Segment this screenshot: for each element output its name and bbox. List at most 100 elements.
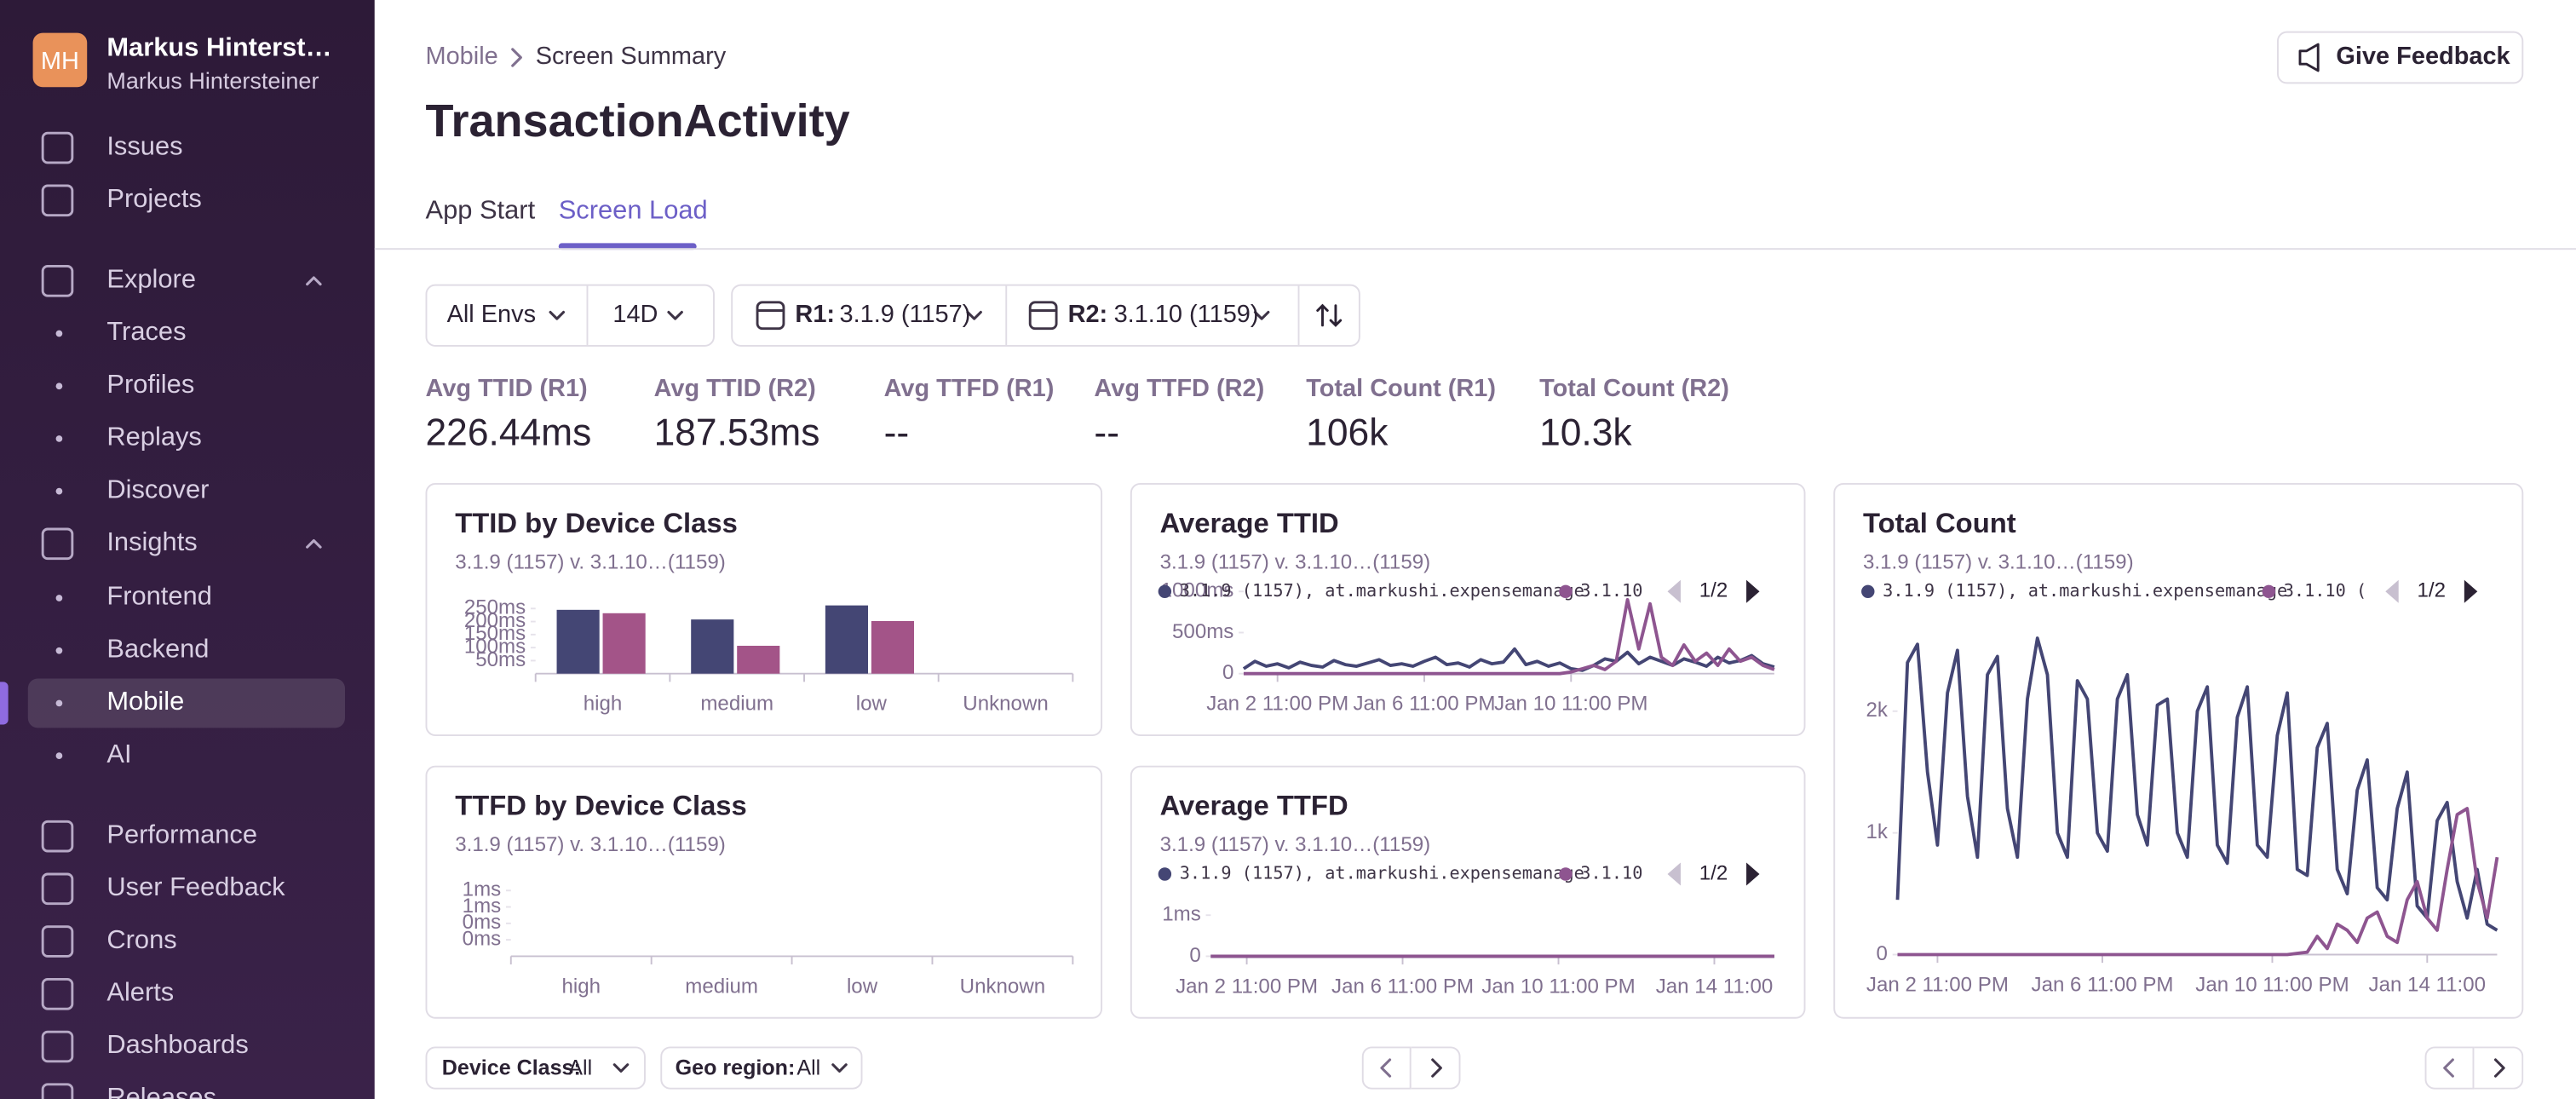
filter-group-env [425, 284, 715, 347]
device-class-filter[interactable] [425, 1046, 646, 1090]
tab[interactable]: Screen Load [558, 197, 708, 226]
r2-label[interactable]: R2: [1067, 300, 1108, 329]
bar [737, 646, 780, 674]
nav-item[interactable]: Insights [106, 528, 198, 557]
y-tick-label: 500ms [1172, 620, 1233, 643]
nav-item[interactable]: Releases [106, 1084, 216, 1099]
chevron [2493, 1058, 2505, 1078]
x-tick-label: Jan 14 11:00 [2369, 974, 2487, 997]
pager-label: 1/2 [2418, 579, 2447, 602]
period-select[interactable]: 14D [612, 300, 658, 329]
breadcrumb-link[interactable]: Mobile [425, 43, 498, 71]
x-tick-label: high [561, 975, 601, 998]
feedback-button[interactable] [2276, 31, 2524, 84]
chevron [1431, 1058, 1442, 1078]
metric-label: Total Count (R2) [1539, 374, 1729, 403]
pager-prev-button[interactable] [1361, 1046, 1412, 1090]
metric-value: 226.44ms [425, 411, 592, 454]
nav-item[interactable]: Performance [106, 821, 258, 850]
chevron [1253, 310, 1270, 320]
nav-item[interactable]: Profiles [106, 371, 195, 400]
env-select[interactable]: All Envs [446, 300, 537, 329]
nav-dot [55, 595, 63, 601]
nav-item[interactable]: Crons [106, 926, 177, 955]
legend-marker [1861, 584, 1875, 598]
nav-icon [41, 872, 74, 906]
r2-select[interactable]: 3.1.10 (1159) [1113, 300, 1259, 329]
nav-item[interactable]: Projects [106, 185, 202, 214]
pager-next [2464, 579, 2478, 603]
y-tick-label: 2k [1866, 699, 1888, 722]
x-tick-label: Jan 2 11:00 PM [1206, 693, 1348, 716]
chevron [2443, 1058, 2454, 1078]
nav-dot [55, 330, 63, 337]
x-tick-label: low [856, 693, 888, 716]
x-tick-label: Jan 2 11:00 PM [1866, 974, 2009, 997]
y-tick-label: 50ms [475, 648, 526, 671]
filter-divider [586, 285, 589, 345]
chevron [306, 276, 322, 286]
nav-item[interactable]: Backend [106, 636, 210, 665]
chevron [966, 310, 982, 320]
legend-marker [2262, 584, 2276, 598]
chart-card [1130, 765, 1806, 1019]
chart-card [1833, 482, 2524, 1019]
x-tick-label: high [584, 693, 623, 716]
nav-item[interactable]: Alerts [106, 979, 175, 1008]
chart-card [425, 765, 1103, 1019]
pager-prev [1667, 579, 1681, 603]
metric-label: Avg TTID (R2) [653, 374, 816, 403]
tab[interactable]: App Start [425, 197, 536, 226]
x-tick-label: Unknown [960, 975, 1045, 998]
nav-dot [55, 647, 63, 654]
pager-next-button[interactable] [2474, 1046, 2524, 1090]
x-tick-label: Jan 10 11:00 PM [1494, 693, 1647, 716]
pager-next-button[interactable] [1411, 1046, 1461, 1090]
r1-select[interactable]: 3.1.9 (1157) [839, 300, 971, 329]
x-tick-label: medium [685, 975, 758, 998]
feedback-label[interactable]: Give Feedback [2336, 43, 2510, 71]
nav-item[interactable]: Traces [106, 319, 187, 347]
nav-item[interactable]: AI [106, 740, 132, 769]
y-tick-label: 0 [1222, 661, 1233, 684]
nav-item[interactable]: Frontend [106, 583, 212, 612]
nav-active-bg [27, 678, 345, 728]
series-line [1242, 647, 1775, 672]
avatar-initials: MH [40, 47, 79, 76]
y-tick-label: 1000ms [1161, 579, 1234, 602]
nav-item[interactable]: Dashboards [106, 1032, 249, 1060]
pager-label: 1/2 [1699, 861, 1728, 884]
y-tick-label: 1ms [463, 878, 502, 901]
y-tick-label: 250ms [464, 596, 526, 619]
geo-region-filter[interactable] [660, 1046, 863, 1090]
nav-item[interactable]: Explore [106, 266, 196, 295]
legend-marker [1559, 867, 1573, 881]
chart-subtitle: 3.1.9 (1157) v. 3.1.10…(1159) [1159, 550, 1431, 574]
bar [825, 605, 869, 674]
metric-label: Total Count (R1) [1306, 374, 1497, 403]
header-divider [374, 248, 2576, 250]
legend-label: 3.1.9 (1157), at.markushi.expensemanage [1180, 580, 1584, 601]
nav-item[interactable]: User Feedback [106, 873, 285, 902]
x-tick-label: low [847, 975, 878, 998]
filter-divider [1297, 285, 1300, 345]
nav-item[interactable]: Replays [106, 423, 202, 452]
r1-label[interactable]: R1: [795, 300, 836, 329]
device-class-label: Device Class: [441, 1055, 581, 1080]
nav-item[interactable]: Mobile [106, 688, 185, 716]
chevron [306, 538, 322, 549]
y-tick-label: 0 [1189, 944, 1200, 967]
chart-title: TTFD by Device Class [455, 790, 747, 822]
nav-icon [41, 1083, 74, 1099]
legend-label: 3.1.10 [1580, 862, 1642, 883]
nav-item[interactable]: Issues [106, 133, 183, 161]
legend-label: 3.1.10 [1580, 580, 1642, 601]
x-tick-label: Jan 10 11:00 PM [2195, 974, 2349, 997]
nav-icon [41, 925, 74, 958]
y-tick-label: 0ms [463, 928, 502, 951]
legend-label: 3.1.10 ( [2284, 580, 2366, 601]
nav-item[interactable]: Discover [106, 476, 210, 505]
chevron [549, 310, 566, 320]
y-tick-label: 1k [1866, 820, 1888, 843]
pager-prev-button[interactable] [2424, 1046, 2475, 1090]
